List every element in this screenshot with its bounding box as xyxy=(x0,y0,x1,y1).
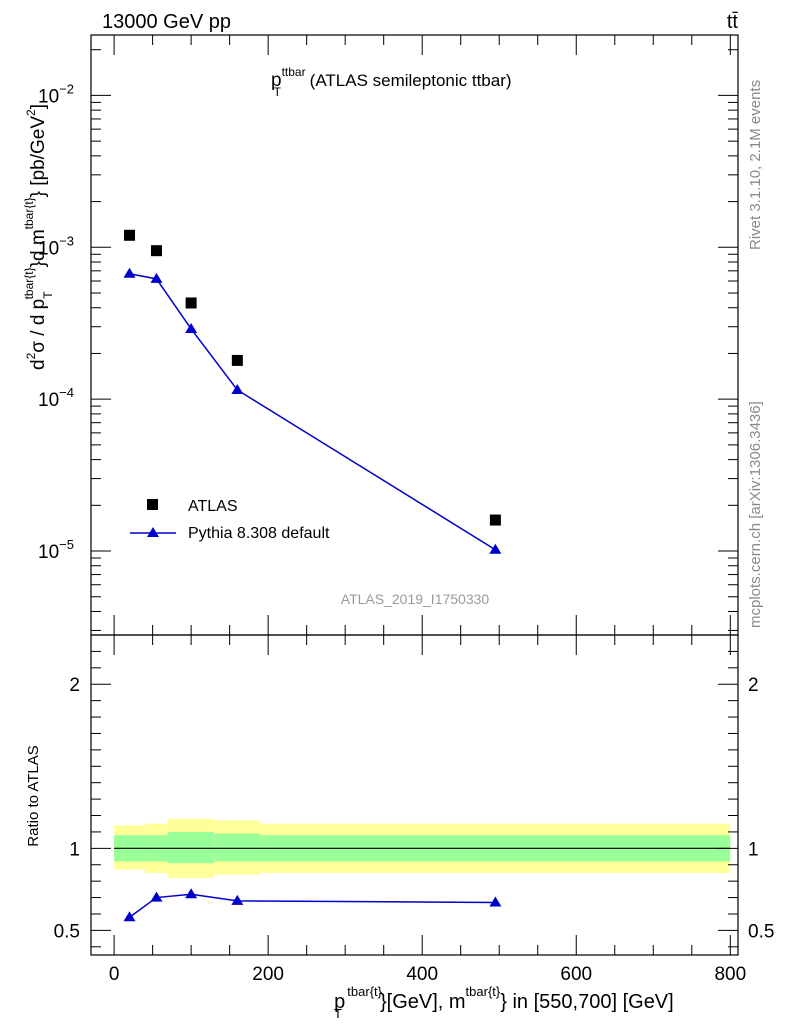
x-tick-label: 800 xyxy=(714,964,746,985)
legend: ATLAS Pythia 8.308 default xyxy=(130,498,330,542)
ratio-y-tick-label-right: 2 xyxy=(748,675,759,696)
legend-atlas-label: ATLAS xyxy=(188,498,238,515)
atlas-point xyxy=(150,245,162,257)
main-frame xyxy=(90,34,739,636)
atlas-point xyxy=(124,229,136,241)
pythia-point xyxy=(185,322,198,333)
xlabel-sub1: T xyxy=(334,1006,342,1021)
pythia-point xyxy=(489,543,502,554)
ratio-y-tick-label-left: 0.5 xyxy=(54,921,80,942)
ylabel-c-sup: tbar{t} xyxy=(22,197,36,229)
x-tick-label: 0 xyxy=(109,964,120,985)
main-y-tick-label: 10−4 xyxy=(38,385,74,411)
main-y-ticks: 10−5 10−4 10−3 10−2 xyxy=(38,49,738,631)
main-y-tick-label: 10−3 xyxy=(38,233,74,259)
pythia-ratio-point xyxy=(231,894,244,905)
ratio-frame xyxy=(90,634,739,956)
x-tick-label: 400 xyxy=(406,964,438,985)
ratio-band-green xyxy=(214,833,261,862)
main-panel: 10−510−410−310−2 pttbar T (ATLAS semilept… xyxy=(22,34,739,636)
analysis-id: ATLAS_2019_I1750330 xyxy=(341,591,490,607)
atlas-point xyxy=(489,514,501,526)
ylabel-b-sup: tbar{t} xyxy=(22,267,36,299)
header-label-left: 13000 GeV pp xyxy=(102,11,231,33)
xlabel-sup2: tbar{t} xyxy=(466,984,501,999)
ylabel-a-sup: 2 xyxy=(24,352,38,359)
main-y-tick-label: 10−5 xyxy=(38,537,74,563)
main-marks xyxy=(123,229,502,554)
x-axis-ticks: 0 200 400 600 800 xyxy=(109,35,746,985)
ratio-band-green xyxy=(168,831,215,864)
pythia-ratio-point xyxy=(150,891,163,902)
x-tick-label: 600 xyxy=(560,964,592,985)
main-y-tick-label: 10−2 xyxy=(38,81,74,107)
ratio-y-tick-label-left: 1 xyxy=(69,839,80,860)
ratio-y-label: Ratio to ATLAS xyxy=(25,745,42,846)
title-sub: T xyxy=(274,85,282,99)
ylabel-d-sup: 2 xyxy=(24,109,38,116)
ratio-y-tick-label-right: 1 xyxy=(748,839,759,860)
ratio-y-tick-label-left: 2 xyxy=(69,675,80,696)
mcplots-label: mcplots.cern.ch [arXiv:1306.3436] xyxy=(747,401,764,628)
title-sup: ttbar xyxy=(282,65,306,79)
ylabel-c: }d m xyxy=(28,229,49,267)
atlas-point xyxy=(185,297,197,309)
header-label-right: tt̄ xyxy=(727,11,739,33)
xlabel-p1: p xyxy=(334,991,345,1013)
plot-title: pttbar T (ATLAS semileptonic ttbar) xyxy=(271,65,512,99)
legend-atlas-marker xyxy=(147,499,158,510)
ylabel-a: d xyxy=(28,359,49,370)
pythia-ratio-line xyxy=(129,893,496,918)
rivet-label: Rivet 3.1.10, 2.1M events xyxy=(747,80,764,250)
xlabel-mid: }[GeV], m xyxy=(380,991,466,1013)
ylabel-e: ] xyxy=(28,104,49,109)
x-axis-label: p tbar{t} T}[GeV], mtbar{t}} in [550,700] … xyxy=(334,984,674,1021)
legend-pythia-label: Pythia 8.308 default xyxy=(188,525,330,542)
ratio-panel: 0.5 0.5 1 1 2 2 Ratio to ATLAS xyxy=(25,634,774,956)
ylabel-d: } [pb/GeV xyxy=(28,116,49,198)
ratio-marks xyxy=(123,888,502,922)
atlas-point xyxy=(231,354,243,366)
title-rest: (ATLAS semileptonic ttbar) xyxy=(305,71,512,90)
pythia-point xyxy=(231,383,244,394)
ratio-bands xyxy=(114,818,731,878)
main-y-label: d2σ / d pTtbar{t}}d mtbar{t}} [pb/GeV2] xyxy=(22,104,55,370)
xlabel-end: } in [550,700] [GeV] xyxy=(500,991,673,1013)
ylabel-b: σ / d p xyxy=(28,299,49,353)
legend-pythia-marker xyxy=(147,527,159,537)
xlabel-sup1: tbar{t} xyxy=(347,984,382,999)
ratio-y-tick-label-right: 0.5 xyxy=(748,921,774,942)
pythia-ratio-point xyxy=(123,911,136,922)
x-tick-label: 200 xyxy=(252,964,284,985)
pythia-ratio-point xyxy=(489,896,502,907)
pythia-line xyxy=(129,272,496,551)
pythia-point xyxy=(123,267,136,278)
ylabel-b-sub: T xyxy=(41,291,55,299)
ratio-y-ticks: 0.5 0.5 1 1 2 2 xyxy=(54,650,774,948)
title-p: p xyxy=(271,70,282,91)
pythia-point xyxy=(150,272,163,283)
pythia-ratio-point xyxy=(185,888,198,899)
